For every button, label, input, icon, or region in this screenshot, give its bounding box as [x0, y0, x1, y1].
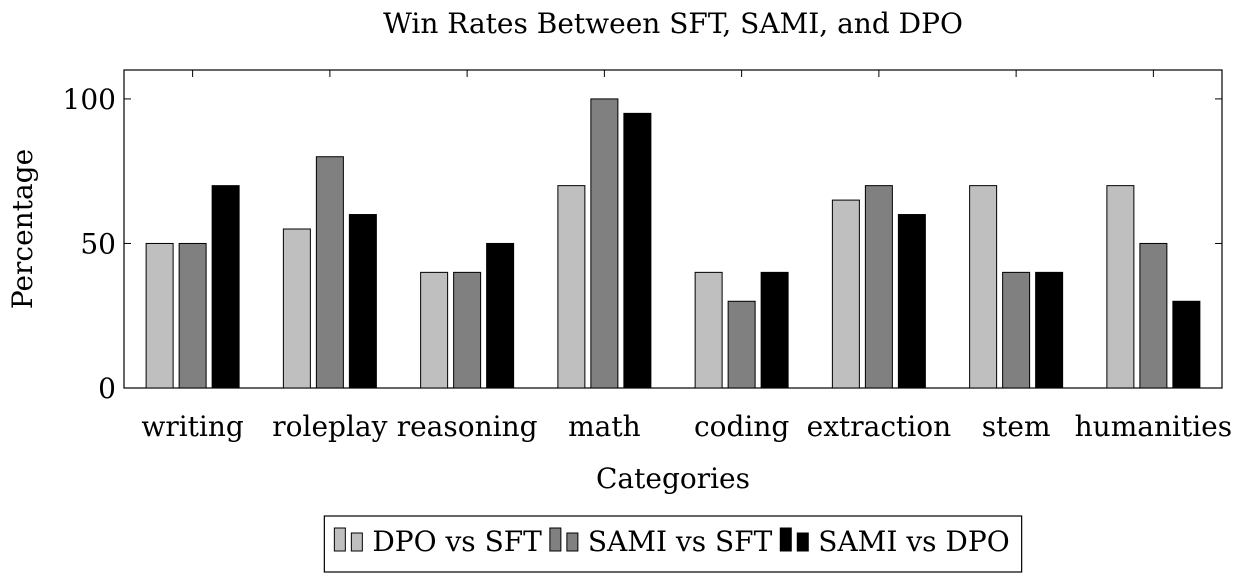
- bar: [1139, 242, 1168, 389]
- bar: [486, 242, 515, 389]
- legend-label: SAMI vs SFT: [588, 525, 773, 558]
- x-tick-label: writing: [141, 410, 244, 443]
- y-tick-label: 50: [80, 227, 116, 260]
- bar: [590, 98, 619, 389]
- bar: [1106, 185, 1135, 389]
- y-tick-label: 100: [63, 83, 116, 116]
- bar: [145, 242, 174, 389]
- x-axis-label: Categories: [596, 462, 750, 495]
- chart-title: Win Rates Between SFT, SAMI, and DPO: [383, 7, 963, 40]
- bar: [178, 242, 207, 389]
- legend: DPO vs SFT SAMI vs SFT SAMI vs DPO: [323, 515, 1023, 573]
- bar: [348, 214, 377, 389]
- plot-frame: [123, 69, 1223, 389]
- x-tick-label: math: [568, 410, 641, 443]
- bar: [1002, 271, 1031, 389]
- bar: [727, 300, 756, 389]
- x-tick-label: humanities: [1075, 410, 1232, 443]
- bar: [1172, 300, 1201, 389]
- legend-swatch: [333, 527, 346, 552]
- legend-swatch: [779, 527, 792, 552]
- legend-swatch: [549, 527, 562, 552]
- bar: [282, 228, 311, 389]
- bar: [420, 271, 449, 389]
- x-tick-label: extraction: [807, 410, 951, 443]
- bar: [1035, 271, 1064, 389]
- bar: [760, 271, 789, 389]
- bar: [211, 185, 240, 389]
- x-tick-label: coding: [694, 410, 789, 443]
- bar: [831, 199, 860, 389]
- bar: [623, 112, 652, 389]
- x-tick-label: stem: [982, 410, 1051, 443]
- y-axis-label: Percentage: [6, 149, 39, 309]
- plot-area: 0 50 100 writing roleplay reasoning math coding…: [63, 69, 1232, 443]
- bar: [453, 271, 482, 389]
- bar: [694, 271, 723, 389]
- x-tick-label: reasoning: [397, 410, 538, 443]
- legend-swatch: [350, 532, 363, 552]
- bar: [315, 156, 344, 389]
- legend-swatch: [796, 532, 809, 552]
- legend-label: DPO vs SFT: [372, 525, 542, 558]
- legend-swatch: [566, 532, 579, 552]
- bar: [864, 185, 893, 389]
- x-tick-label: roleplay: [272, 410, 387, 443]
- bar: [897, 214, 926, 389]
- bar: [969, 185, 998, 389]
- bar: [557, 185, 586, 389]
- legend-box: [323, 515, 1023, 573]
- y-tick-label: 0: [98, 372, 116, 405]
- legend-label: SAMI vs DPO: [818, 525, 1009, 558]
